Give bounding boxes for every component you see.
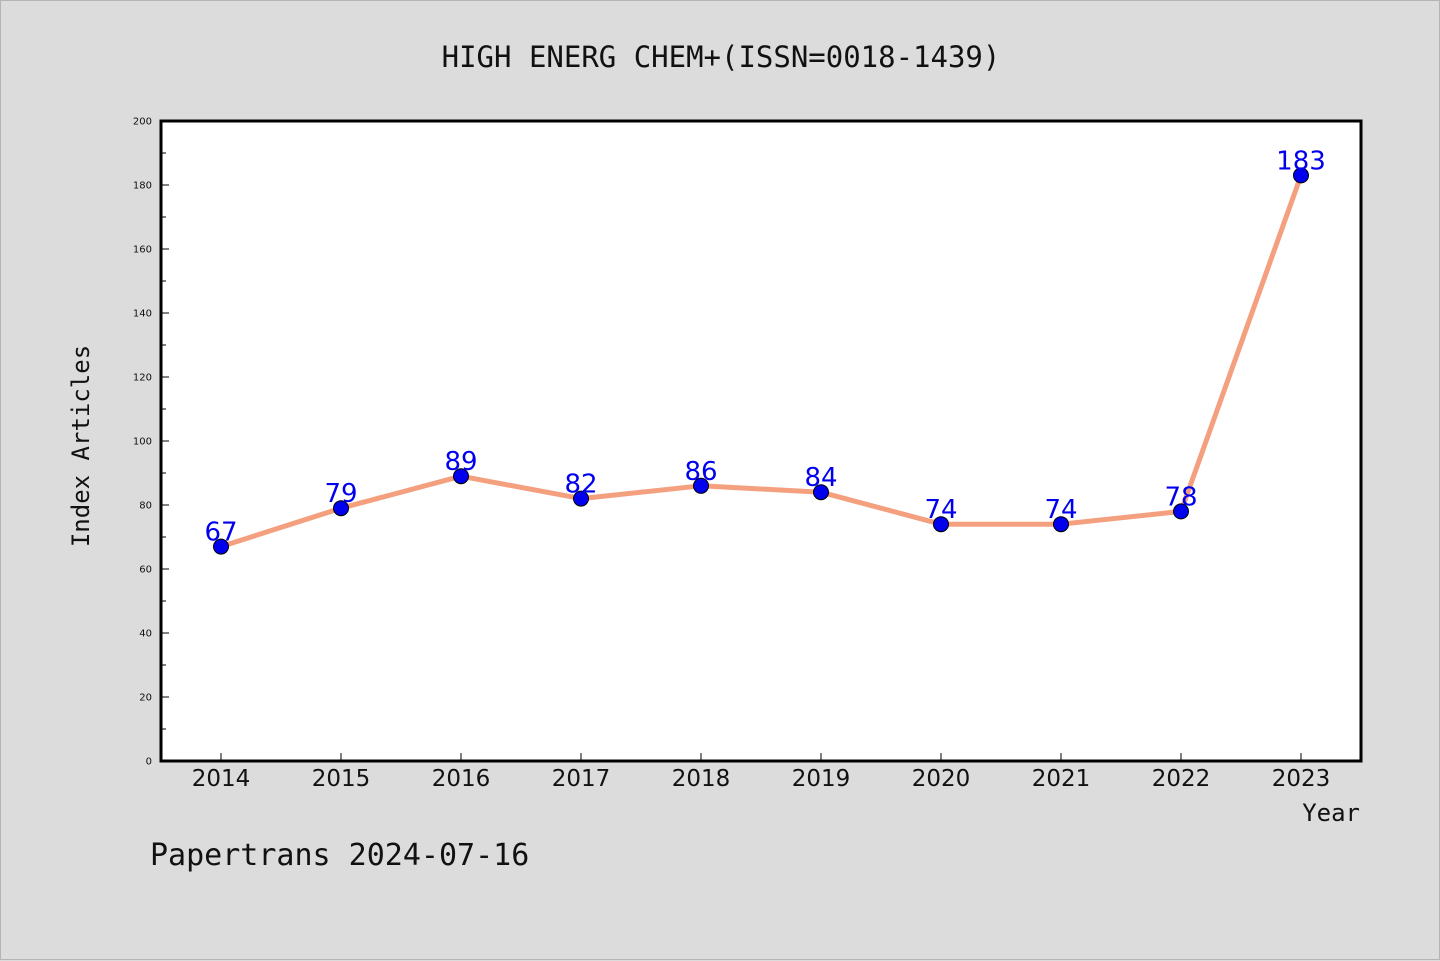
y-axis-label: Index Articles (67, 345, 95, 547)
data-label: 89 (444, 447, 477, 477)
x-tick-label: 2020 (912, 766, 971, 792)
y-tick-label: 160 (133, 245, 152, 256)
data-point-marker (933, 516, 949, 533)
data-label: 74 (924, 495, 957, 525)
x-tick-label: 2018 (672, 766, 731, 792)
x-tick-label: 2015 (312, 766, 371, 792)
footer-credit: Papertrans 2024-07-16 (150, 838, 529, 873)
y-tick-label: 200 (133, 117, 152, 128)
x-tick-label: 2019 (792, 766, 851, 792)
series-line (218, 172, 1304, 550)
x-axis-label: Year (1302, 799, 1360, 827)
data-label: 84 (804, 463, 837, 493)
plot-area (159, 119, 1363, 763)
x-tick-label: 2016 (432, 766, 491, 792)
data-label: 86 (684, 457, 717, 487)
data-label: 183 (1276, 146, 1326, 176)
x-tick-label: 2017 (552, 766, 611, 792)
data-label: 67 (204, 518, 237, 548)
data-point-marker (1173, 503, 1189, 520)
data-point-marker (813, 484, 829, 501)
x-tick-label: 2023 (1272, 766, 1331, 792)
y-tick-label: 80 (139, 501, 152, 512)
x-tick-label: 2022 (1152, 766, 1211, 792)
data-point-marker (573, 490, 589, 507)
data-point-marker (213, 538, 229, 555)
y-tick-label: 180 (133, 181, 152, 192)
y-axis-ticks: 0 20 40 60 80 100 120 140 160 180 200 (133, 117, 169, 768)
data-label: 82 (564, 470, 597, 500)
data-point-marker (1053, 516, 1069, 533)
data-label: 78 (1164, 482, 1197, 512)
data-point-marker (1293, 167, 1309, 184)
x-tick-label: 2021 (1032, 766, 1091, 792)
x-tick-label: 2014 (192, 766, 251, 792)
y-tick-label: 140 (133, 309, 152, 320)
data-point-marker (693, 477, 709, 494)
data-label: 79 (324, 479, 357, 509)
chart-title: HIGH ENERG CHEM+(ISSN=0018-1439) (442, 40, 1001, 74)
y-tick-label: 100 (133, 437, 152, 448)
x-axis-ticks: 2014 2015 2016 2017 2018 2019 2020 2021 2022 2023 (192, 753, 1331, 792)
y-tick-label: 20 (139, 693, 152, 704)
y-tick-label: 0 (146, 757, 152, 768)
data-point-marker (333, 500, 349, 517)
data-point-marker (453, 468, 469, 485)
y-tick-label: 120 (133, 373, 152, 384)
y-tick-label: 40 (139, 629, 152, 640)
data-label: 74 (1044, 495, 1077, 525)
series-layer: 67 79 89 82 86 84 74 74 78 183 (204, 146, 1326, 555)
y-tick-label: 60 (139, 565, 152, 576)
